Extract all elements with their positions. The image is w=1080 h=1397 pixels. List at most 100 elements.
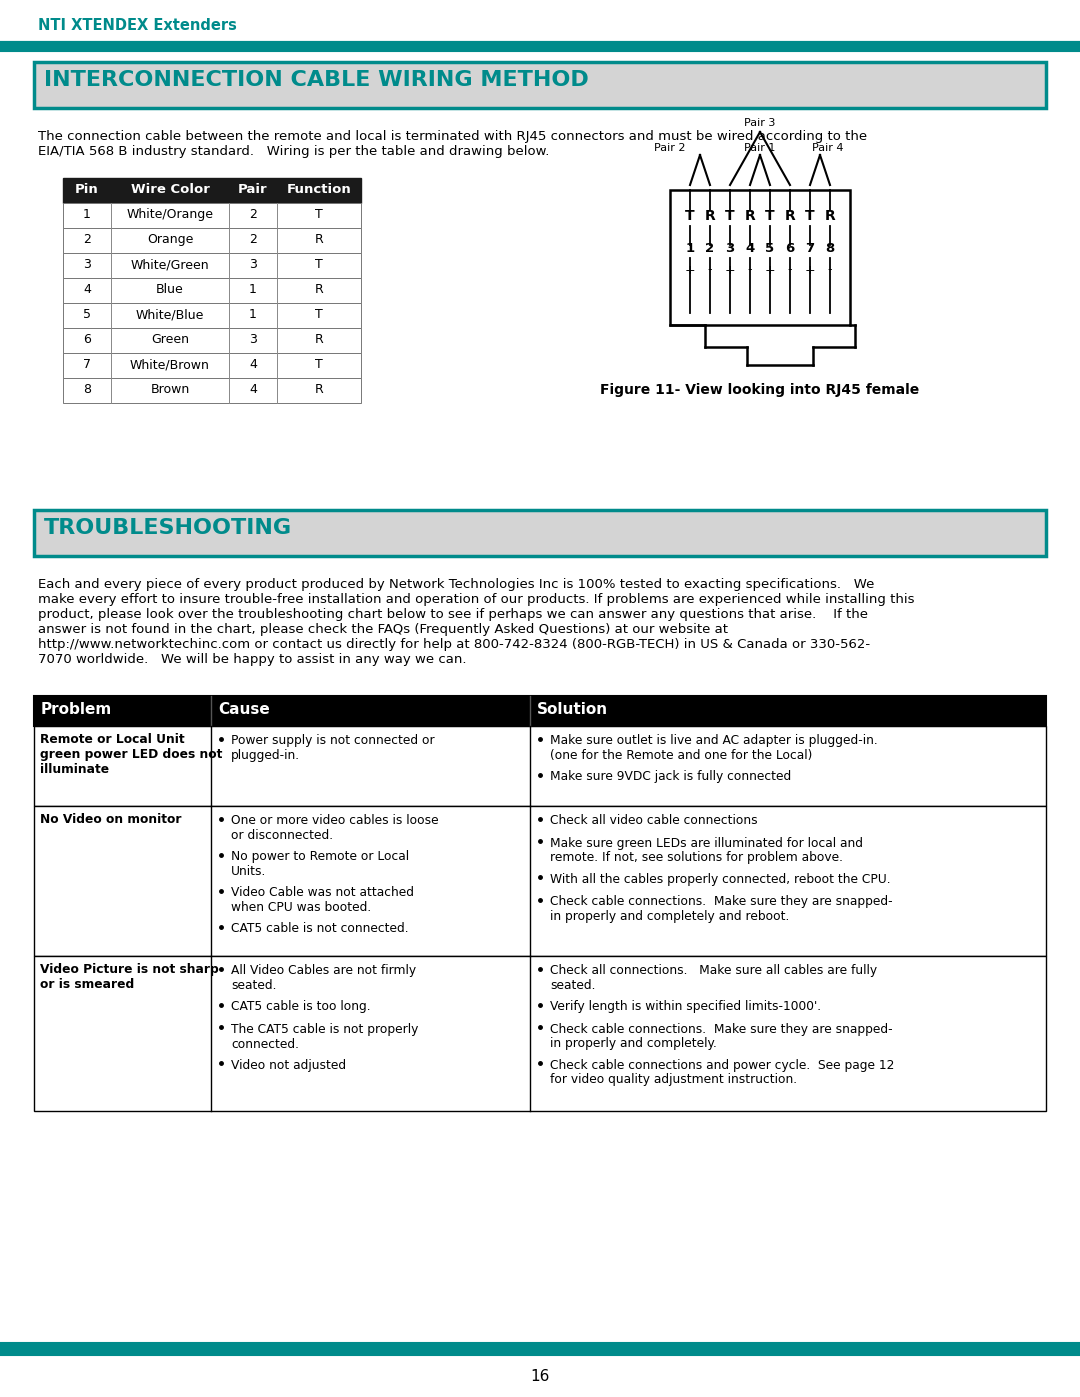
- Text: Blue: Blue: [157, 284, 184, 296]
- Text: All Video Cables are not firmly
seated.: All Video Cables are not firmly seated.: [231, 964, 416, 992]
- Text: Wire Color: Wire Color: [131, 183, 210, 196]
- Bar: [33, 696, 1047, 726]
- Text: Orange: Orange: [147, 233, 193, 246]
- Text: Pin: Pin: [76, 183, 99, 196]
- Text: -: -: [747, 264, 753, 277]
- Text: Problem: Problem: [41, 703, 112, 717]
- Text: Pair 4: Pair 4: [812, 142, 843, 154]
- Bar: [670, 190, 850, 326]
- Text: Pair 1: Pair 1: [744, 142, 775, 154]
- Bar: [63, 353, 361, 379]
- Bar: [63, 278, 361, 303]
- Text: Power supply is not connected or
plugged-in.: Power supply is not connected or plugged…: [231, 733, 435, 761]
- Bar: [0, 0, 1080, 47]
- Bar: [33, 806, 1047, 956]
- Text: -: -: [787, 264, 793, 277]
- Text: Video Cable was not attached
when CPU was booted.: Video Cable was not attached when CPU wa…: [231, 886, 414, 914]
- Text: Each and every piece of every product produced by Network Technologies Inc is 10: Each and every piece of every product pr…: [38, 578, 915, 666]
- Bar: [63, 177, 361, 203]
- Text: Solution: Solution: [537, 703, 608, 717]
- Text: No power to Remote or Local
Units.: No power to Remote or Local Units.: [231, 849, 409, 877]
- Text: 1: 1: [83, 208, 91, 221]
- Text: Check cable connections.  Make sure they are snapped-
in properly and completely: Check cable connections. Make sure they …: [550, 1023, 892, 1051]
- Text: 3: 3: [726, 243, 734, 256]
- Text: Verify length is within specified limits-1000'.: Verify length is within specified limits…: [550, 1000, 821, 1013]
- Text: 1: 1: [249, 284, 257, 296]
- Text: Check all video cable connections: Check all video cable connections: [550, 814, 757, 827]
- Text: 1: 1: [249, 307, 257, 321]
- Text: T: T: [315, 258, 323, 271]
- Text: Check all connections.   Make sure all cables are fully
seated.: Check all connections. Make sure all cab…: [550, 964, 877, 992]
- Text: The CAT5 cable is not properly
connected.: The CAT5 cable is not properly connected…: [231, 1023, 418, 1051]
- Text: Pair 2: Pair 2: [654, 142, 686, 154]
- Text: Check cable connections.  Make sure they are snapped-
in properly and completely: Check cable connections. Make sure they …: [550, 895, 892, 923]
- Text: 4: 4: [83, 284, 91, 296]
- Text: T: T: [315, 307, 323, 321]
- Text: CAT5 cable is not connected.: CAT5 cable is not connected.: [231, 922, 408, 935]
- Text: 7: 7: [83, 358, 91, 372]
- Text: R: R: [314, 383, 323, 395]
- Text: +: +: [805, 264, 815, 277]
- Text: 3: 3: [249, 258, 257, 271]
- Text: -: -: [707, 264, 712, 277]
- Text: 2: 2: [705, 243, 715, 256]
- Text: R: R: [314, 233, 323, 246]
- Text: 1: 1: [686, 243, 694, 256]
- Text: 2: 2: [249, 208, 257, 221]
- Text: 3: 3: [83, 258, 91, 271]
- Bar: [63, 228, 361, 253]
- Bar: [63, 203, 361, 228]
- Bar: [63, 253, 361, 278]
- Text: R: R: [704, 210, 715, 224]
- Text: 8: 8: [825, 243, 835, 256]
- Text: R: R: [744, 210, 755, 224]
- Text: 16: 16: [530, 1369, 550, 1384]
- Text: 2: 2: [83, 233, 91, 246]
- Text: +: +: [685, 264, 696, 277]
- Text: T: T: [685, 210, 694, 224]
- Text: Make sure green LEDs are illuminated for local and
remote. If not, see solutions: Make sure green LEDs are illuminated for…: [550, 837, 863, 865]
- Text: T: T: [315, 358, 323, 372]
- Text: Figure 11- View looking into RJ45 female: Figure 11- View looking into RJ45 female: [600, 383, 920, 397]
- Text: Check cable connections and power cycle.  See page 12
for video quality adjustme: Check cable connections and power cycle.…: [550, 1059, 894, 1087]
- Bar: [63, 379, 361, 402]
- Text: 7: 7: [806, 243, 814, 256]
- Bar: [33, 510, 1047, 556]
- Text: TROUBLESHOOTING: TROUBLESHOOTING: [44, 518, 292, 538]
- Text: +: +: [725, 264, 735, 277]
- Text: Video Picture is not sharp
or is smeared: Video Picture is not sharp or is smeared: [40, 963, 219, 990]
- Text: Video not adjusted: Video not adjusted: [231, 1059, 347, 1071]
- Bar: [33, 726, 1047, 806]
- Text: Function: Function: [286, 183, 351, 196]
- Text: White/Green: White/Green: [131, 258, 210, 271]
- Text: T: T: [725, 210, 734, 224]
- Text: R: R: [825, 210, 835, 224]
- Text: Remote or Local Unit
green power LED does not
illuminate: Remote or Local Unit green power LED doe…: [40, 733, 222, 775]
- Text: -: -: [827, 264, 833, 277]
- Text: R: R: [314, 284, 323, 296]
- Text: Brown: Brown: [150, 383, 190, 395]
- Text: Cause: Cause: [218, 703, 270, 717]
- Bar: [33, 956, 1047, 1111]
- Text: 5: 5: [83, 307, 91, 321]
- Text: Pair: Pair: [239, 183, 268, 196]
- Text: Pair 3: Pair 3: [744, 117, 775, 129]
- Bar: [63, 303, 361, 328]
- Text: 8: 8: [83, 383, 91, 395]
- Text: White/Orange: White/Orange: [126, 208, 214, 221]
- Text: 5: 5: [766, 243, 774, 256]
- Text: CAT5 cable is too long.: CAT5 cable is too long.: [231, 1000, 370, 1013]
- Text: 4: 4: [249, 358, 257, 372]
- Text: No Video on monitor: No Video on monitor: [40, 813, 181, 826]
- Text: 4: 4: [745, 243, 755, 256]
- Text: 6: 6: [83, 332, 91, 346]
- Text: 4: 4: [249, 383, 257, 395]
- Text: White/Brown: White/Brown: [130, 358, 210, 372]
- Text: NTI XTENDEX Extenders: NTI XTENDEX Extenders: [38, 18, 237, 34]
- Text: Green: Green: [151, 332, 189, 346]
- Bar: [63, 328, 361, 353]
- Text: T: T: [766, 210, 774, 224]
- Text: +: +: [765, 264, 775, 277]
- Text: T: T: [315, 208, 323, 221]
- Text: Make sure 9VDC jack is fully connected: Make sure 9VDC jack is fully connected: [550, 770, 792, 782]
